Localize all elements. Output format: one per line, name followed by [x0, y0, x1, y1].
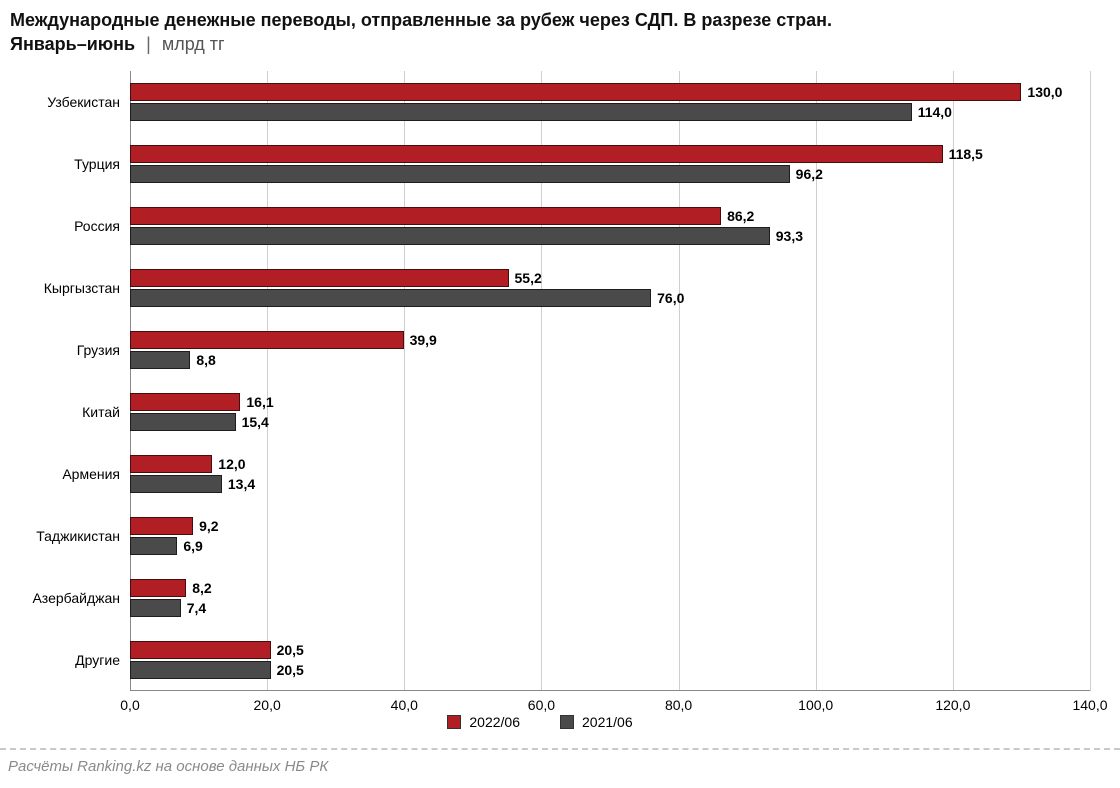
gridline [404, 71, 405, 691]
plot: 130,0 114,0 118,5 96,2 86,2 93,3 55,2 76,0 39,9 8… [130, 71, 1090, 691]
chart-title: Международные денежные переводы, отправл… [10, 8, 1110, 57]
bar-value-label: 15,4 [242, 414, 269, 430]
bar-series-a [130, 579, 186, 597]
bar-series-a [130, 269, 509, 287]
footnote-text: Расчёты Ranking.kz на основе данных НБ Р… [8, 758, 328, 775]
bar-series-b [130, 599, 181, 617]
bar-value-label: 12,0 [218, 456, 245, 472]
bar-value-label: 130,0 [1027, 84, 1062, 100]
legend-item: 2022/06 [447, 714, 520, 730]
category-label: Узбекистан [10, 94, 120, 110]
title-unit: млрд тг [162, 34, 225, 54]
bar-series-a [130, 393, 240, 411]
x-tick-label: 40,0 [391, 697, 418, 713]
bar-series-a [130, 207, 721, 225]
legend-label: 2022/06 [469, 714, 520, 730]
bar-series-a [130, 517, 193, 535]
bar-series-a [130, 331, 404, 349]
plot-border [130, 71, 1090, 691]
bar-value-label: 96,2 [796, 166, 823, 182]
bar-value-label: 13,4 [228, 476, 255, 492]
bar-value-label: 118,5 [949, 146, 983, 162]
bar-value-label: 55,2 [515, 270, 542, 286]
gridline [541, 71, 542, 691]
category-label: Россия [10, 218, 120, 234]
bar-value-label: 76,0 [657, 290, 684, 306]
x-tick-label: 20,0 [254, 697, 281, 713]
bar-value-label: 6,9 [183, 538, 202, 554]
gridline [267, 71, 268, 691]
bar-series-b [130, 537, 177, 555]
bar-series-b [130, 413, 236, 431]
bar-value-label: 39,9 [410, 332, 437, 348]
legend-swatch [560, 715, 574, 729]
x-tick-label: 140,0 [1072, 697, 1107, 713]
gridline [130, 71, 131, 691]
legend-item: 2021/06 [560, 714, 633, 730]
bar-series-b [130, 165, 790, 183]
category-label: Таджикистан [10, 528, 120, 544]
bar-series-b [130, 661, 271, 679]
title-period: Январь–июнь [10, 34, 135, 54]
x-tick-label: 0,0 [120, 697, 139, 713]
bar-series-b [130, 475, 222, 493]
bar-series-a [130, 455, 212, 473]
bar-value-label: 93,3 [776, 228, 803, 244]
legend-label: 2021/06 [582, 714, 633, 730]
title-separator: | [146, 34, 151, 54]
x-tick-label: 120,0 [935, 697, 970, 713]
bar-value-label: 20,5 [277, 642, 304, 658]
bar-value-label: 7,4 [187, 600, 206, 616]
gridline [1090, 71, 1091, 691]
chart-area: 130,0 114,0 118,5 96,2 86,2 93,3 55,2 76,0 39,9 8… [10, 61, 1098, 719]
bar-series-b [130, 289, 651, 307]
bar-value-label: 114,0 [918, 104, 952, 120]
bar-value-label: 8,8 [196, 352, 215, 368]
category-label: Турция [10, 156, 120, 172]
category-label: Китай [10, 404, 120, 420]
category-label: Кыргызстан [10, 280, 120, 296]
bar-value-label: 8,2 [192, 580, 211, 596]
bar-series-b [130, 351, 190, 369]
gridline [816, 71, 817, 691]
bar-series-a [130, 641, 271, 659]
bar-series-a [130, 83, 1021, 101]
title-line1: Международные денежные переводы, отправл… [10, 10, 832, 30]
category-label: Грузия [10, 342, 120, 358]
footnote: Расчёты Ranking.kz на основе данных НБ Р… [8, 758, 328, 775]
x-tick-label: 100,0 [798, 697, 833, 713]
category-label: Армения [10, 466, 120, 482]
bar-value-label: 20,5 [277, 662, 304, 678]
footer-separator [0, 748, 1120, 750]
category-label: Другие [10, 652, 120, 668]
category-label: Азербайджан [10, 590, 120, 606]
bar-value-label: 9,2 [199, 518, 218, 534]
x-tick-label: 60,0 [528, 697, 555, 713]
gridline [679, 71, 680, 691]
bar-series-a [130, 145, 943, 163]
bar-value-label: 86,2 [727, 208, 754, 224]
x-tick-label: 80,0 [665, 697, 692, 713]
bar-series-b [130, 227, 770, 245]
legend: 2022/06 2021/06 [0, 714, 1080, 730]
bar-series-b [130, 103, 912, 121]
legend-swatch [447, 715, 461, 729]
bar-value-label: 16,1 [246, 394, 273, 410]
gridline [953, 71, 954, 691]
